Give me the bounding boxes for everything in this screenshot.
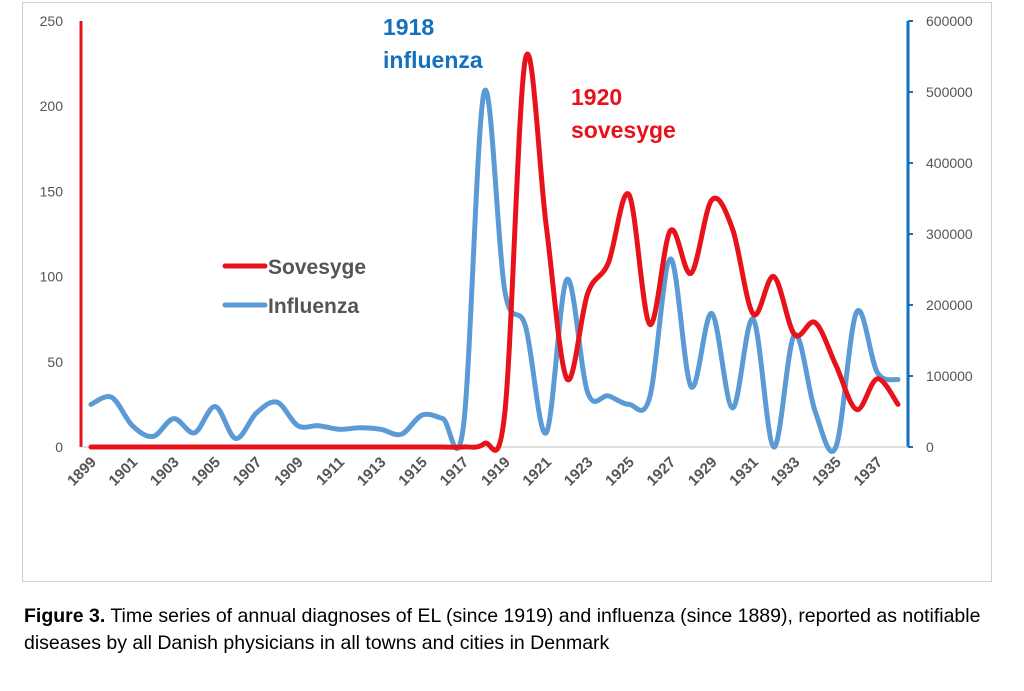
caption-text: Time series of annual diagnoses of EL (s… xyxy=(24,605,981,654)
annotation-line: 1920 xyxy=(571,84,622,110)
x-tick-label: 1919 xyxy=(478,454,514,490)
x-tick-label: 1935 xyxy=(809,454,845,490)
x-tick-label: 1923 xyxy=(561,454,597,490)
annotation-line: 1918 xyxy=(383,14,434,40)
annotation-line: influenza xyxy=(383,47,483,73)
right-tick-label: 100000 xyxy=(926,368,973,384)
right-tick-label: 200000 xyxy=(926,297,973,313)
left-tick-label: 250 xyxy=(40,13,64,29)
right-tick-label: 600000 xyxy=(926,13,973,29)
x-tick-label: 1911 xyxy=(313,454,348,489)
left-tick-label: 150 xyxy=(40,183,64,199)
x-tick-label: 1913 xyxy=(354,454,390,490)
x-tick-label: 1915 xyxy=(395,454,431,490)
x-tick-label: 1921 xyxy=(519,454,555,490)
left-tick-label: 100 xyxy=(40,269,64,285)
right-tick-label: 400000 xyxy=(926,155,973,171)
annotation-label: 1918 influenza xyxy=(383,14,483,73)
x-tick-label: 1929 xyxy=(685,454,721,490)
x-tick-label: 1937 xyxy=(851,454,887,490)
series-line-sovesyge xyxy=(88,51,901,453)
x-tick-label: 1925 xyxy=(602,454,638,490)
annotation-line: sovesyge xyxy=(571,117,676,143)
x-tick-label: 1917 xyxy=(437,454,473,490)
x-tick-label: 1901 xyxy=(106,454,142,490)
x-tick-label: 1903 xyxy=(147,454,183,490)
right-tick-label: 500000 xyxy=(926,84,973,100)
figure-caption: Figure 3. Time series of annual diagnose… xyxy=(24,603,1004,657)
right-axis: 0 100000 200000 300000 400000 500000 600000 xyxy=(906,13,973,455)
x-tick-label: 1905 xyxy=(188,454,224,490)
left-tick-label: 0 xyxy=(55,439,63,455)
legend: Sovesyge Influenza xyxy=(222,256,366,318)
left-tick-label: 200 xyxy=(40,98,64,114)
x-tick-label: 1909 xyxy=(271,454,307,490)
chart-canvas: 0 50 100 150 200 250 0 100000 200000 300000 40000… xyxy=(40,13,973,490)
x-tick-label: 1931 xyxy=(726,454,762,490)
legend-label: Sovesyge xyxy=(268,256,366,279)
x-tick-label: 1899 xyxy=(64,454,100,490)
series-layer xyxy=(88,51,901,454)
legend-label: Influenza xyxy=(268,295,359,318)
x-axis: 1899 1901 1903 1905 1907 1909 1911 1913 1915 1917… xyxy=(64,446,908,490)
x-tick-label: 1927 xyxy=(644,454,680,490)
x-tick-label: 1907 xyxy=(230,454,266,490)
chart-frame xyxy=(22,2,992,582)
right-tick-label: 300000 xyxy=(926,226,973,242)
x-tick-label: 1933 xyxy=(768,454,804,490)
series-line-influenza xyxy=(88,87,901,454)
left-axis: 0 50 100 150 200 250 xyxy=(40,13,83,455)
right-tick-label: 0 xyxy=(926,439,934,455)
caption-label: Figure 3. xyxy=(24,605,106,627)
left-tick-label: 50 xyxy=(47,354,63,370)
annotations: 1918 influenza 1920 sovesyge xyxy=(383,14,676,143)
annotation-label: 1920 sovesyge xyxy=(571,84,676,143)
